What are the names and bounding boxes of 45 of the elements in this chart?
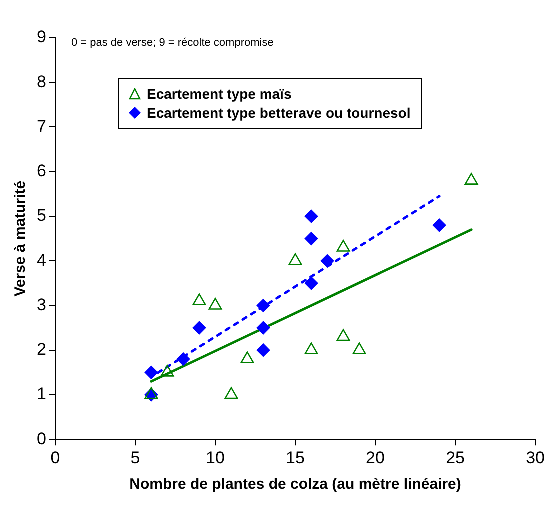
- x-axis-title: Nombre de plantes de colza (au mètre linéaire): [130, 476, 462, 494]
- point: [160, 365, 174, 377]
- annotation: 0 = pas de verse; 9 = récolte compromise: [71, 37, 274, 49]
- point: [144, 387, 158, 400]
- point: [432, 218, 446, 232]
- y-tick-label: 4: [36, 250, 46, 270]
- x-tick-label: 0: [50, 448, 60, 468]
- x-tick-label: 10: [206, 448, 225, 468]
- point: [192, 321, 206, 335]
- point: [336, 329, 350, 342]
- point: [208, 298, 222, 310]
- point: [304, 210, 318, 224]
- point: [336, 240, 350, 252]
- y-tick-label: 7: [36, 116, 46, 136]
- point: [304, 342, 318, 355]
- y-tick-label: 5: [36, 206, 46, 226]
- point: [352, 342, 366, 355]
- y-tick-label: 8: [36, 72, 46, 92]
- y-axis-title: Verse à maturité: [12, 180, 30, 297]
- point: [240, 352, 254, 364]
- x-tick-label: 20: [366, 448, 385, 468]
- point: [256, 344, 270, 358]
- y-tick-label: 9: [36, 28, 46, 47]
- x-tick-label: 25: [446, 448, 465, 468]
- point: [192, 294, 206, 306]
- point: [144, 366, 158, 380]
- x-tick-label: 5: [130, 448, 140, 468]
- point: [320, 254, 334, 268]
- x-tick-label: 15: [286, 448, 305, 468]
- legend-label: Ecartement type betterave ou tournesol: [147, 105, 411, 121]
- y-tick-label: 2: [36, 340, 46, 360]
- point: [304, 232, 318, 246]
- point: [288, 253, 302, 266]
- point: [304, 276, 318, 290]
- point: [256, 299, 270, 312]
- point: [464, 173, 478, 185]
- point: [176, 352, 190, 366]
- y-tick-label: 6: [36, 162, 46, 181]
- y-tick-label: 3: [36, 295, 46, 314]
- point: [256, 321, 270, 335]
- x-tick-label: 30: [526, 448, 546, 468]
- legend-label: Ecartement type maïs: [147, 86, 292, 102]
- y-tick-label: 0: [36, 429, 46, 448]
- y-tick-label: 1: [36, 384, 46, 404]
- point: [224, 387, 238, 400]
